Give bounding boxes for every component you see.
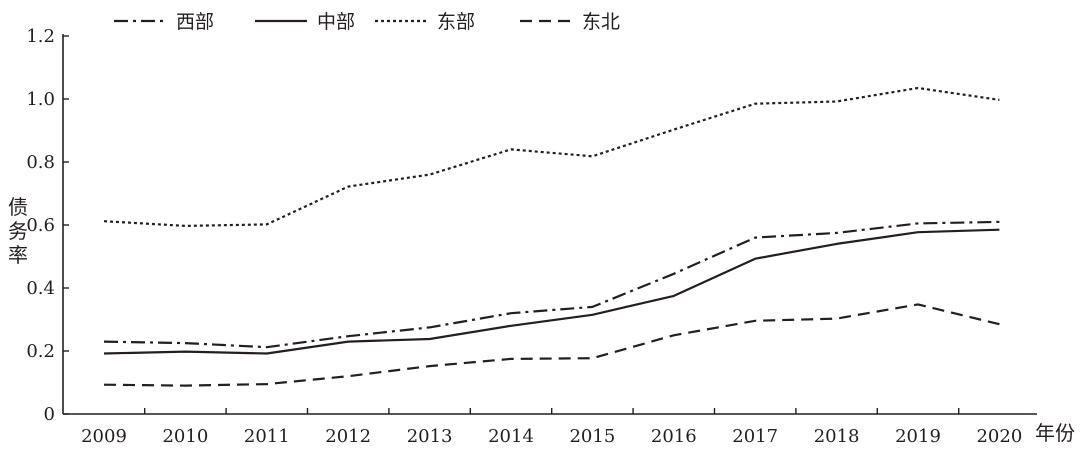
x-tick-label: 2019 [895, 426, 941, 447]
y-axis-label-text: 债务率 [8, 195, 28, 267]
x-tick-label: 2012 [325, 426, 371, 447]
y-tick-label: 0.4 [26, 278, 55, 299]
series-line-4 [103, 303, 1000, 387]
y-axis-label: 债务率 [8, 195, 28, 267]
legend-item: 东部 [375, 11, 475, 33]
x-tick-label: 2011 [244, 426, 290, 447]
series-layer [103, 86, 1000, 387]
y-tick-label: 0.2 [26, 341, 55, 362]
x-tick-label: 2018 [814, 426, 860, 447]
series-line-3 [103, 86, 1000, 227]
x-tick-label: 2016 [651, 426, 697, 447]
legend-item: 中部 [255, 11, 355, 33]
legend-item: 西部 [114, 11, 214, 33]
x-tick-label: 2010 [162, 426, 208, 447]
x-tick-label: 2020 [976, 426, 1022, 447]
y-tick-label: 0 [44, 404, 55, 425]
legend-label: 东北 [582, 11, 620, 33]
legend-label: 中部 [317, 11, 355, 33]
x-axis-label: 年份 [1035, 421, 1075, 445]
legend-label: 西部 [176, 11, 214, 33]
legend-label: 东部 [437, 11, 475, 33]
legend: 西部 中部 东部 东北 [114, 11, 620, 33]
axes: 0 0.2 0.4 0.6 0.8 1.0 1.2 2009 2010 2011 2012 2013 2… [26, 26, 1037, 447]
y-tick-label: 1.2 [26, 26, 55, 47]
series-line-1 [103, 220, 1000, 349]
x-tick-label: 2017 [732, 426, 778, 447]
y-tick-label: 0.6 [26, 215, 55, 236]
y-tick-label: 1.0 [26, 89, 55, 110]
y-tick-label: 0.8 [26, 152, 55, 173]
x-tick-label: 2014 [488, 426, 534, 447]
legend-item: 东北 [520, 11, 620, 33]
x-tick-label: 2009 [81, 426, 127, 447]
x-tick-label: 2015 [569, 426, 615, 447]
x-tick-label: 2013 [407, 426, 453, 447]
series-line-2 [103, 228, 1000, 355]
